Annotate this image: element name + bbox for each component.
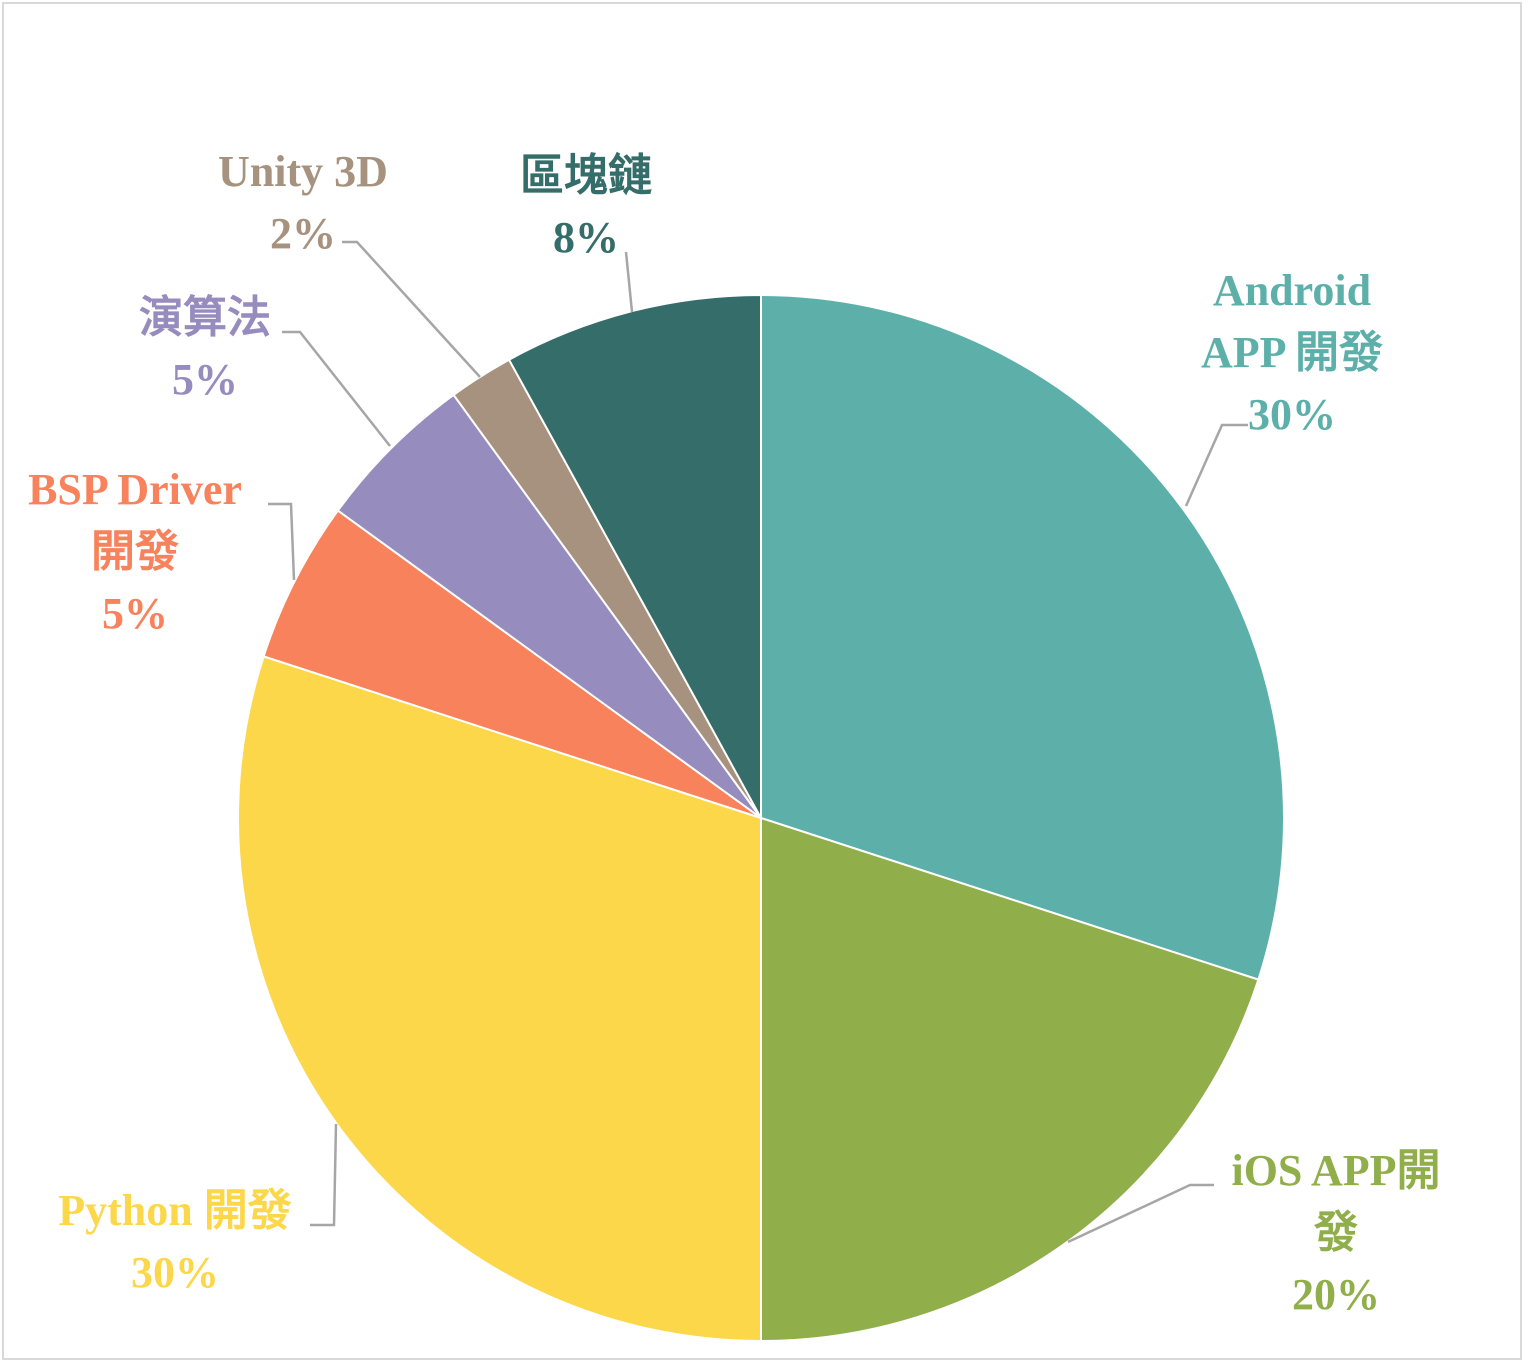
leader-line-5 <box>342 240 481 378</box>
pie-slice-4 <box>336 393 762 819</box>
leader-line-4 <box>282 330 391 447</box>
slice-value-label-4: 5% <box>172 355 238 404</box>
slice-label-2: Python 開發 <box>58 1186 291 1235</box>
pie-slice-3 <box>262 509 762 819</box>
leader-line-3 <box>268 502 296 581</box>
slice-label-0: APP 開發 <box>1201 328 1383 377</box>
leader-line-6 <box>624 251 634 313</box>
slice-label-3: 開發 <box>91 527 179 576</box>
pie-slice-2 <box>237 655 762 1343</box>
slice-label-0: Android <box>1213 266 1371 315</box>
slice-value-label-1: 20% <box>1292 1270 1380 1319</box>
slice-label-1: 發 <box>1313 1208 1358 1257</box>
slice-label-3: BSP Driver <box>28 465 242 514</box>
leader-line-1 <box>1067 1183 1214 1244</box>
slice-label-5: Unity 3D <box>218 147 388 196</box>
slice-label-6: 區塊鏈 <box>520 151 652 200</box>
slice-value-label-0: 30% <box>1248 390 1336 439</box>
slice-value-label-6: 8% <box>553 213 619 262</box>
pie-slice-0 <box>760 293 1285 981</box>
slice-value-label-5: 2% <box>270 209 336 258</box>
slice-label-1: iOS APP開 <box>1231 1146 1440 1195</box>
slice-label-4: 演算法 <box>139 293 271 342</box>
leader-line-0 <box>1184 423 1248 507</box>
leader-line-2 <box>310 1123 338 1227</box>
slice-value-label-3: 5% <box>102 589 168 638</box>
slice-value-label-2: 30% <box>131 1248 219 1297</box>
